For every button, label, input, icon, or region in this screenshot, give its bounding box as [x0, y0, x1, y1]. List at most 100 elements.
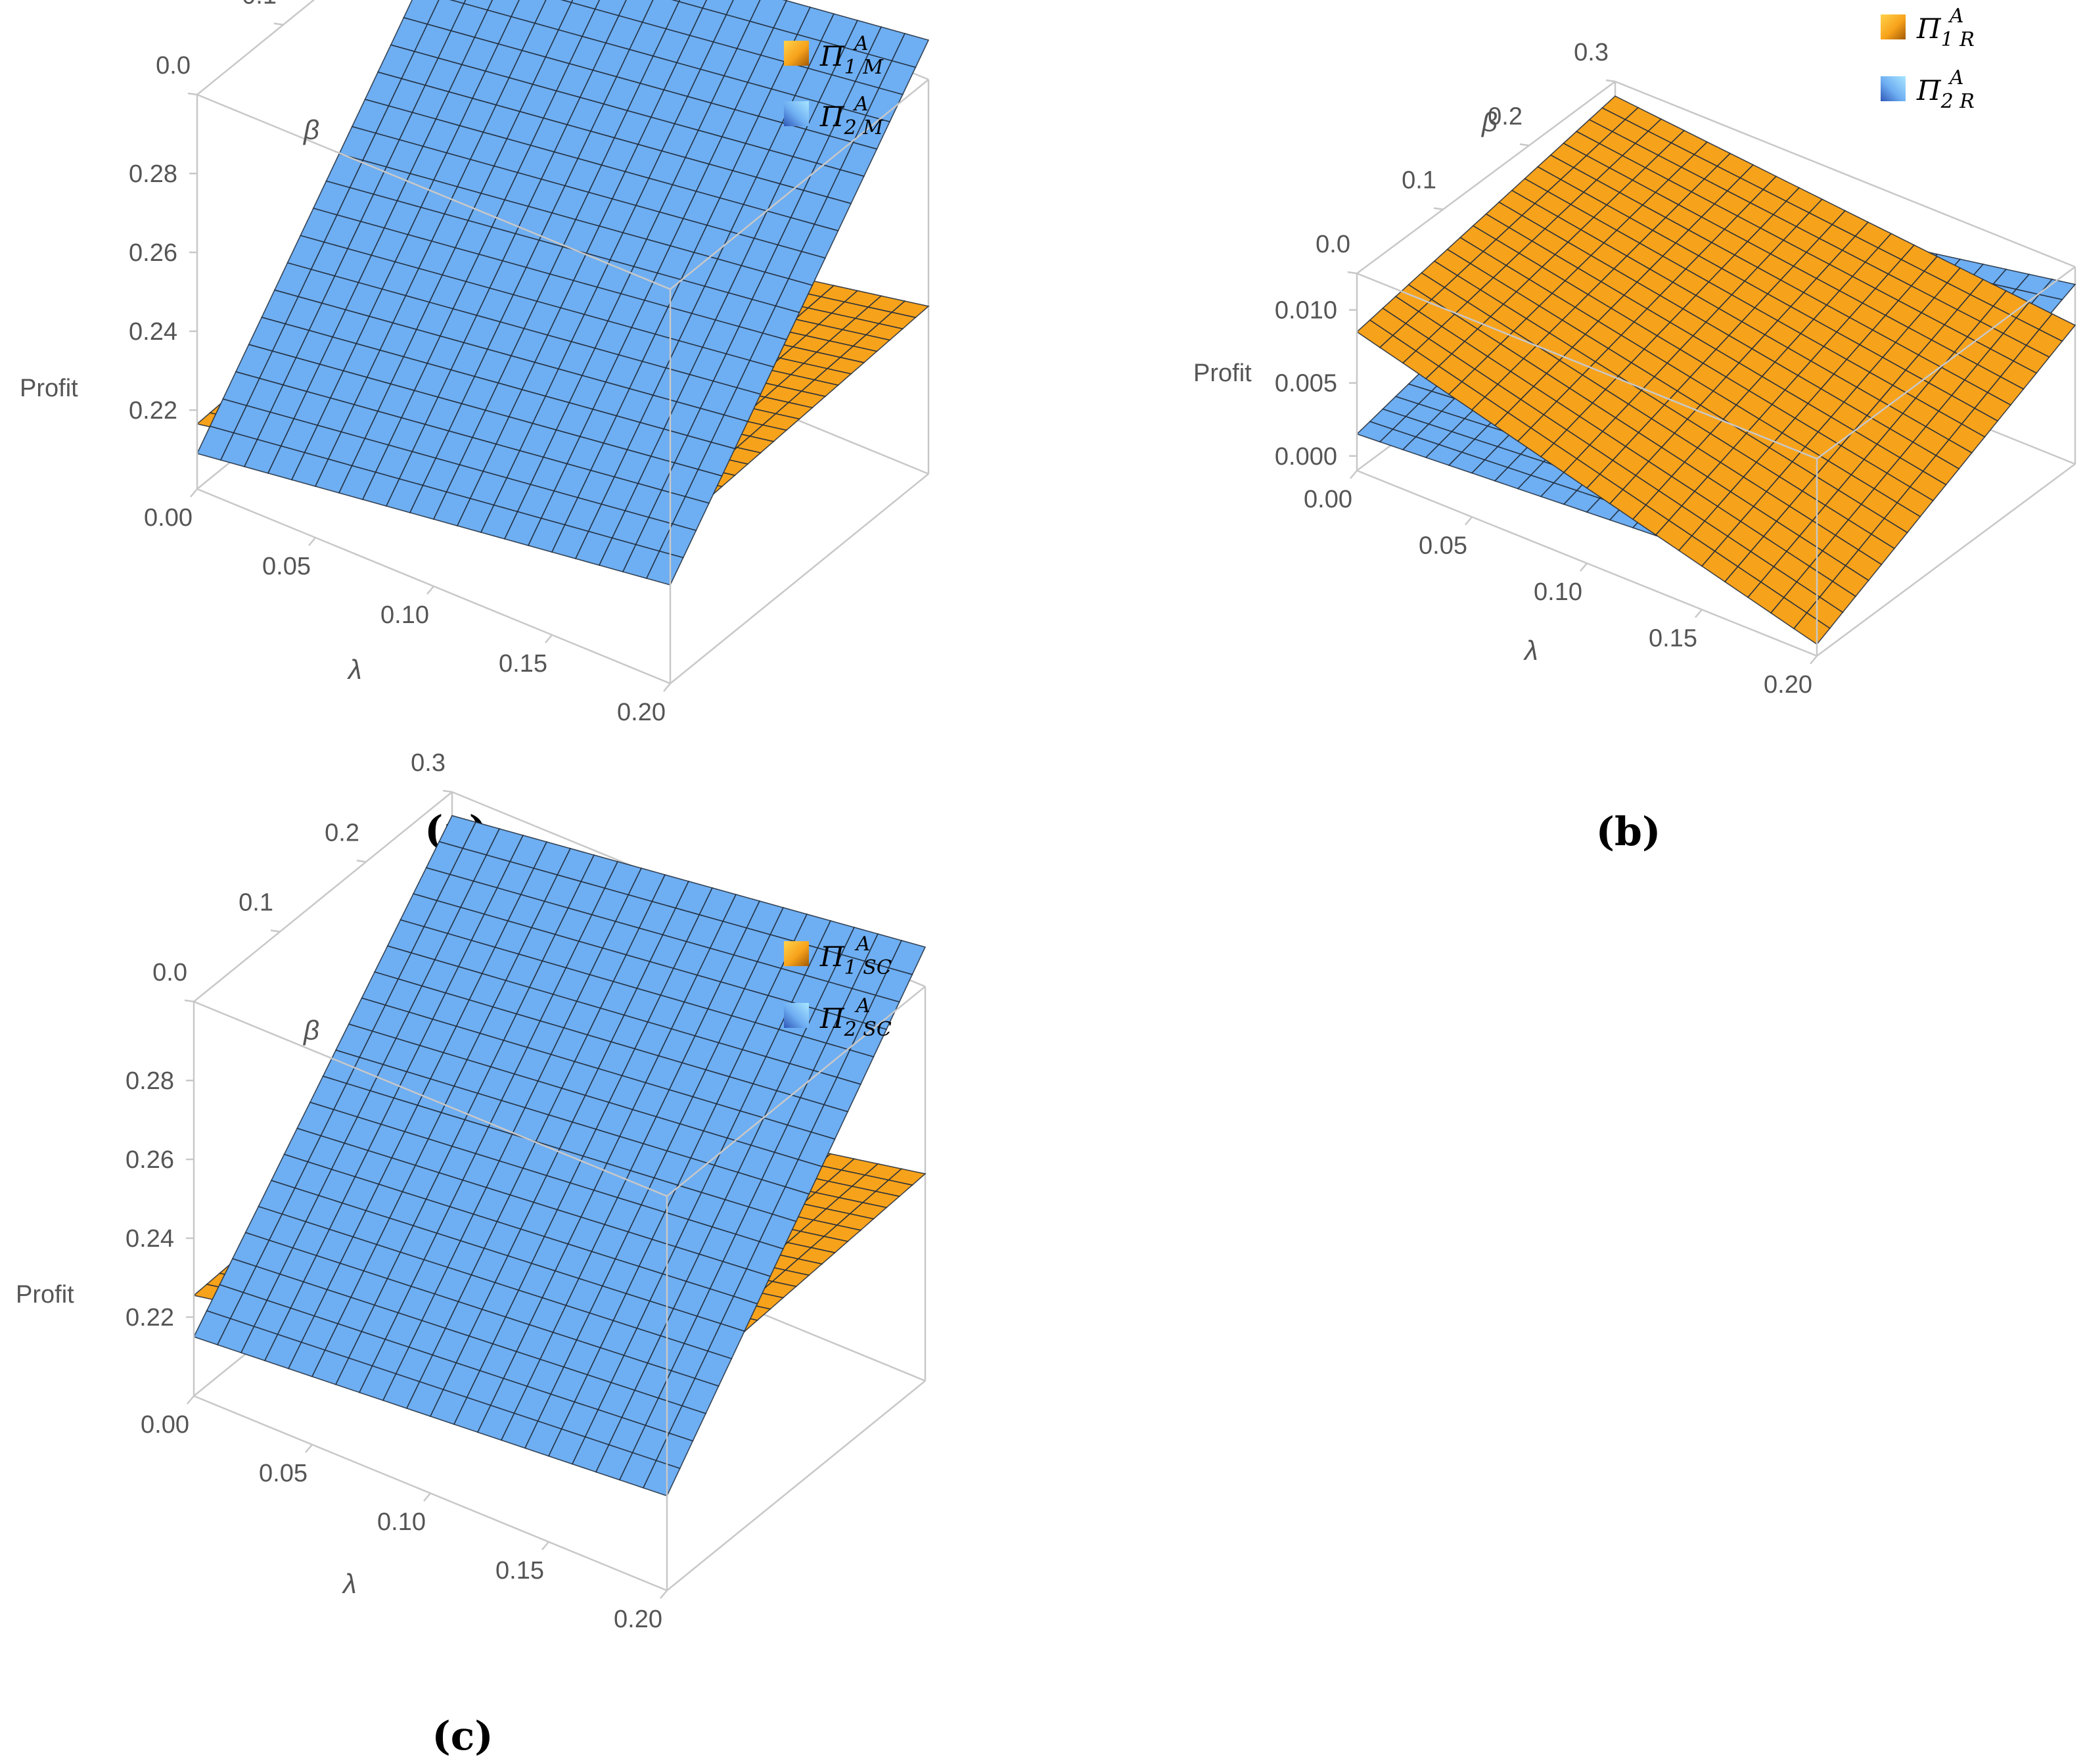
- y-tick: [1433, 207, 1444, 210]
- chart-panel-c: 0.00 0.05 0.10 0.15 0.20 0.0 0.1 0.2 0.3 0.22 0.24…: [16, 749, 927, 1759]
- z-axis-label: Profit: [1193, 360, 1252, 387]
- legend-label: Π1 MA: [819, 32, 884, 79]
- axes-box-front: [193, 791, 926, 1592]
- legend-item: Π2 SCA: [784, 994, 892, 1041]
- x-tick-label: 0.00: [144, 504, 193, 532]
- y-tick-label: 0.1: [242, 0, 277, 10]
- y-tick-label: 0.1: [1402, 167, 1436, 195]
- x-tick: [1350, 470, 1358, 479]
- box-edge: [193, 791, 453, 1002]
- box-edge: [196, 93, 671, 290]
- x-tick: [660, 1590, 668, 1599]
- box-edge: [1356, 272, 1818, 460]
- chart-panel-a: 0.00 0.05 0.10 0.15 0.20 0.0 0.1 0.2 0.3 0.22 0.24…: [20, 0, 930, 854]
- surface-blue: [196, 0, 930, 586]
- y-tick: [1347, 271, 1358, 275]
- x-tick: [545, 634, 553, 643]
- x-tick-label: 0.15: [495, 1557, 544, 1585]
- surface-cell: [1793, 612, 1831, 645]
- y-tick-label: 0.0: [1316, 231, 1350, 258]
- chart-panel-b: 0.00 0.05 0.10 0.15 0.20 0.0 0.1 0.2 0.3 0.000 0.0…: [1193, 5, 2076, 855]
- x-tick: [308, 537, 316, 546]
- legend-swatch-orange: [784, 41, 809, 66]
- box-edge: [196, 0, 315, 95]
- x-tick: [1580, 563, 1588, 572]
- z-axis-label: Profit: [16, 1281, 74, 1309]
- legend-item: Π1 RA: [1881, 5, 1975, 51]
- legend-item: Π2 RA: [1881, 66, 1975, 113]
- legend-label: Π2 RA: [1916, 66, 1975, 113]
- y-axis-label: β: [302, 114, 319, 145]
- y-axis-label: β: [1480, 106, 1498, 137]
- y-tick-label: 0.1: [239, 889, 273, 917]
- z-tick-label: 0.26: [126, 1146, 174, 1174]
- legend-label: Π1 RA: [1916, 5, 1975, 51]
- x-tick-label: 0.00: [141, 1411, 189, 1439]
- x-tick-label: 0.10: [377, 1508, 426, 1536]
- x-tick-label: 0.00: [1304, 486, 1352, 513]
- surface-blue: [193, 815, 927, 1497]
- legend-swatch-blue: [1881, 76, 1906, 101]
- legend: Π1 SCA Π2 SCA: [784, 933, 892, 1041]
- legend: Π1 RA Π2 RA: [1881, 5, 1975, 113]
- y-tick: [273, 22, 284, 26]
- x-tick: [1810, 655, 1818, 664]
- surfaces: [1356, 95, 2076, 645]
- legend-swatch-orange: [784, 941, 809, 966]
- box-edge: [670, 473, 929, 684]
- x-tick: [541, 1541, 549, 1550]
- y-tick: [1605, 79, 1616, 83]
- y-tick: [270, 929, 281, 933]
- x-tick: [190, 488, 198, 498]
- x-axis-label: λ: [347, 654, 362, 685]
- legend-item: Π1 SCA: [784, 933, 892, 979]
- z-tick-label: 0.010: [1275, 297, 1337, 325]
- x-tick: [1465, 516, 1473, 526]
- z-tick-label: 0.22: [129, 397, 177, 425]
- x-tick: [426, 586, 434, 595]
- x-tick-label: 0.10: [380, 601, 429, 629]
- y-tick: [1519, 143, 1530, 147]
- x-tick-label: 0.05: [262, 553, 311, 580]
- y-tick: [187, 92, 198, 96]
- x-tick-label: 0.20: [1764, 671, 1812, 699]
- y-tick-label: 0.0: [156, 52, 191, 80]
- box-edge: [666, 986, 926, 1197]
- x-tick-label: 0.05: [1419, 532, 1467, 560]
- box-edge: [1816, 463, 2076, 657]
- axis-ticks: 0.000.050.100.150.200.00.10.20.30.220.24…: [129, 0, 671, 726]
- z-tick-label: 0.24: [129, 318, 177, 346]
- x-tick-label: 0.05: [259, 1460, 308, 1487]
- x-tick-label: 0.20: [614, 1606, 662, 1633]
- y-axis-label: β: [302, 1015, 319, 1046]
- x-tick-label: 0.15: [499, 650, 547, 678]
- z-tick-label: 0.26: [129, 239, 177, 267]
- x-tick-label: 0.10: [1534, 578, 1582, 606]
- z-tick-label: 0.22: [126, 1304, 174, 1332]
- x-axis-label: λ: [342, 1568, 357, 1599]
- x-tick: [187, 1395, 195, 1404]
- y-tick: [184, 999, 195, 1003]
- z-axis-label: Profit: [20, 375, 78, 402]
- box-edge: [1816, 266, 2076, 460]
- box-edge: [666, 1380, 926, 1591]
- box-edge: [193, 1000, 668, 1197]
- legend-label: Π1 SCA: [819, 933, 892, 979]
- x-tick-label: 0.15: [1649, 625, 1697, 653]
- surface-orange: [1356, 95, 2076, 645]
- x-tick: [663, 683, 671, 692]
- legend-item: Π2 MA: [784, 93, 884, 139]
- z-tick-label: 0.28: [129, 160, 177, 188]
- legend: Π1 MA Π2 MA: [784, 32, 884, 139]
- legend-item: Π1 MA: [784, 32, 884, 79]
- x-tick: [305, 1444, 313, 1453]
- y-tick-label: 0.3: [1574, 39, 1609, 66]
- z-tick-label: 0.000: [1275, 443, 1337, 471]
- box-edge: [1615, 80, 2076, 268]
- box-edge: [670, 79, 929, 290]
- axis-ticks: 0.000.050.100.150.200.00.10.20.30.220.24…: [126, 749, 668, 1633]
- box-edge: [1356, 80, 1616, 275]
- surface-cell: [645, 550, 684, 586]
- legend-swatch-orange: [1881, 14, 1906, 39]
